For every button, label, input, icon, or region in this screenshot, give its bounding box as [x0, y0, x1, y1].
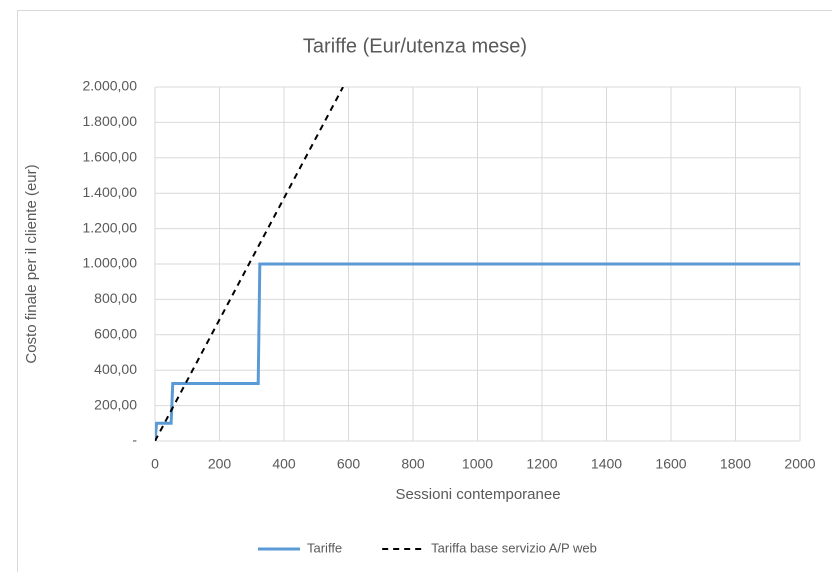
x-tick-label: 1400: [591, 456, 622, 472]
legend-label: Tariffa base servizio A/P web: [431, 540, 597, 555]
y-tick-label: 1.800,00: [83, 113, 138, 129]
y-tick-label: 200,00: [94, 396, 137, 412]
x-tick-label: 200: [208, 456, 232, 472]
x-axis-label: Sessioni contemporanee: [395, 486, 560, 503]
x-tick-label: 1600: [655, 456, 686, 472]
x-tick-label: 600: [337, 456, 361, 472]
series-line: [155, 87, 344, 441]
y-tick-label: -: [132, 432, 137, 448]
series-line: [155, 262, 800, 441]
y-tick-label: 1.400,00: [83, 184, 138, 200]
y-tick-label: 2.000,00: [83, 78, 138, 94]
x-tick-label: 2000: [784, 456, 815, 472]
x-tick-label: 800: [401, 456, 425, 472]
x-tick-label: 400: [272, 456, 296, 472]
y-tick-label: 1.600,00: [83, 149, 138, 165]
y-tick-label: 800,00: [94, 290, 137, 306]
y-tick-label: 600,00: [94, 326, 137, 342]
legend-label: Tariffe: [307, 540, 342, 555]
y-tick-label: 400,00: [94, 361, 137, 377]
x-tick-label: 1800: [720, 456, 751, 472]
y-tick-label: 1.200,00: [83, 219, 138, 235]
y-tick-label: 1.000,00: [83, 255, 138, 271]
chart-title: Tariffe (Eur/utenza mese): [303, 35, 527, 57]
x-tick-label: 0: [151, 456, 159, 472]
x-tick-label: 1000: [462, 456, 493, 472]
chart-frame: [17, 10, 832, 572]
x-tick-label: 1200: [526, 456, 557, 472]
y-axis-label: Costo finale per il cliente (eur): [23, 164, 40, 363]
